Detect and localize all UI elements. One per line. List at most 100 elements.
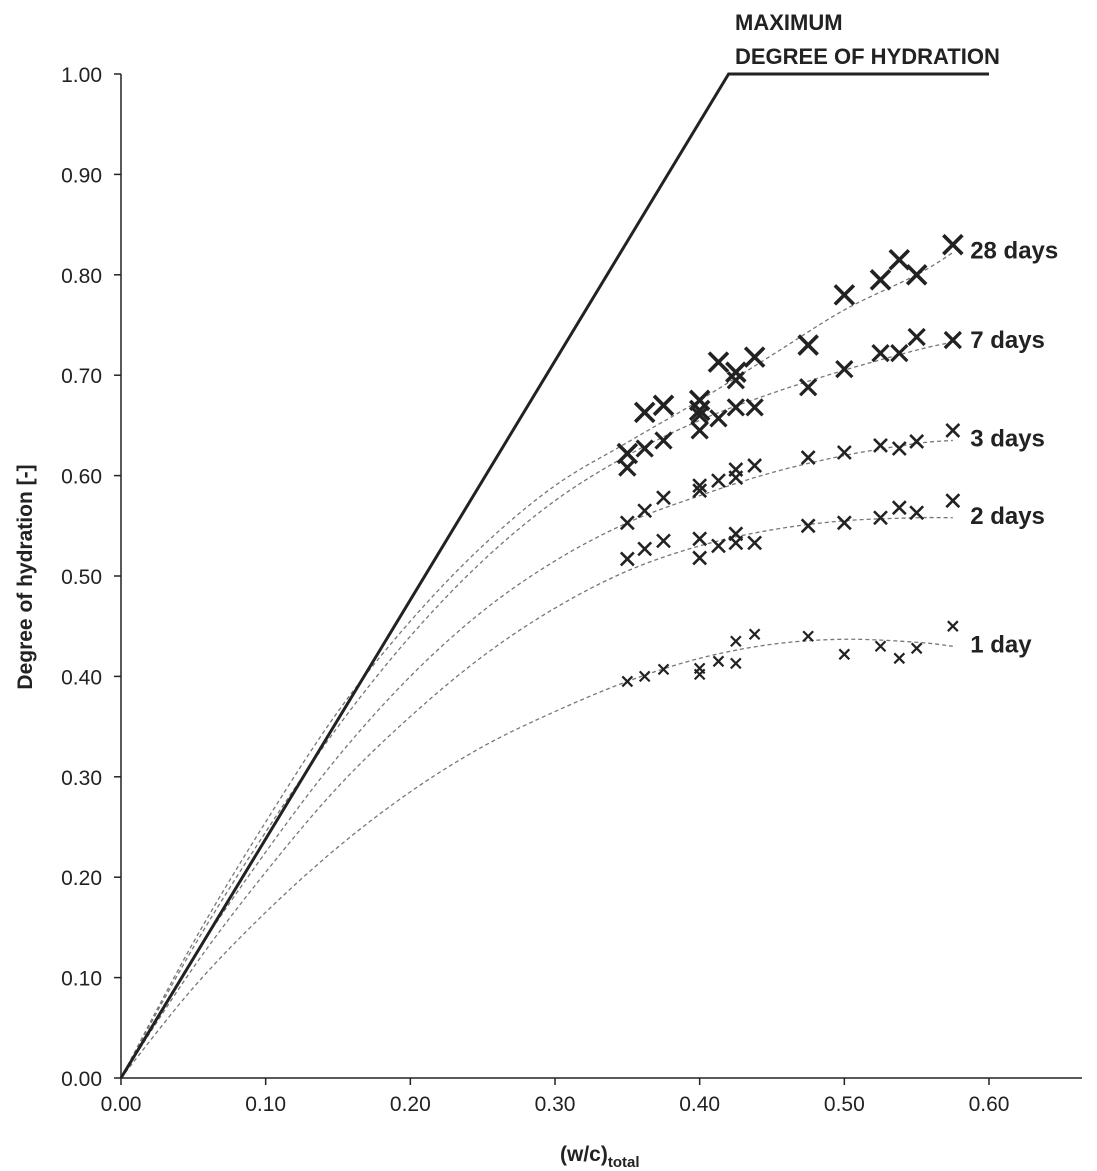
data-point	[945, 493, 961, 509]
y-tick-label: 0.90	[61, 164, 102, 187]
data-point	[619, 515, 635, 531]
data-point	[905, 264, 928, 286]
fit-curves	[120, 252, 954, 1079]
data-point	[654, 431, 673, 450]
x-axis-title-sub: total	[608, 1154, 640, 1171]
data-point	[619, 551, 635, 567]
data-point	[688, 389, 711, 412]
data-point	[656, 490, 671, 506]
axis-ticks: 0.00 0.10 0.20 0.30 0.40 0.50 0.60 0.00 0.10 0.20…	[61, 64, 1009, 1116]
x-tick-label: 0.30	[535, 1093, 576, 1116]
data-point	[747, 535, 763, 551]
data-point	[797, 334, 819, 356]
data-point	[838, 648, 851, 661]
data-point	[652, 394, 675, 417]
data-point	[657, 663, 670, 676]
data-point	[635, 439, 654, 458]
data-point	[743, 346, 766, 368]
data-markers	[616, 233, 964, 688]
max-hydration-polyline	[119, 72, 989, 1079]
data-point	[747, 458, 763, 473]
y-tick-label: 0.00	[61, 1068, 102, 1091]
data-point	[800, 518, 816, 534]
data-point	[616, 442, 639, 465]
data-point	[947, 620, 959, 632]
data-point	[907, 327, 926, 347]
data-point	[836, 445, 852, 460]
data-point	[618, 458, 637, 477]
x-axis-title: (w/c)total	[560, 1143, 640, 1171]
data-point	[692, 483, 708, 499]
data-point	[873, 438, 888, 453]
data-point	[692, 478, 708, 494]
data-point	[688, 399, 711, 422]
data-point	[890, 343, 909, 363]
data-point	[707, 351, 730, 373]
fit-curve	[120, 341, 953, 1079]
y-tick-label: 0.10	[61, 968, 102, 991]
x-tick-label: 0.60	[969, 1093, 1010, 1116]
data-point	[836, 515, 852, 531]
max-hydration-line	[119, 72, 989, 1079]
data-point	[748, 628, 761, 641]
data-point	[800, 450, 816, 465]
data-point	[943, 330, 962, 350]
y-tick-label: 0.20	[61, 867, 102, 890]
data-point	[726, 371, 745, 390]
data-point	[891, 500, 907, 516]
data-point	[633, 401, 656, 424]
data-point	[726, 398, 745, 417]
data-point	[711, 473, 726, 489]
data-point	[835, 360, 854, 379]
data-point	[833, 284, 856, 306]
series-label: 1 day	[970, 631, 1032, 658]
x-tick-label: 0.00	[101, 1093, 142, 1116]
series-label: 28 days	[970, 238, 1058, 265]
data-point	[711, 538, 726, 554]
data-point	[637, 503, 653, 519]
max-label-line2: DEGREE OF HYDRATION	[735, 44, 1000, 69]
data-point	[942, 233, 964, 256]
data-point	[874, 640, 887, 653]
data-point	[730, 635, 742, 648]
x-tick-label: 0.40	[679, 1093, 720, 1116]
data-point	[799, 378, 818, 397]
y-axis-title: Degree of hydration [-]	[14, 464, 37, 689]
data-point	[909, 505, 925, 521]
data-point	[893, 652, 906, 665]
data-point	[725, 361, 747, 383]
data-point	[891, 441, 907, 456]
data-point	[638, 670, 651, 683]
data-point	[888, 248, 911, 271]
data-point	[692, 550, 708, 566]
data-point	[693, 662, 706, 675]
data-point	[728, 462, 744, 477]
x-axis-title-main: (w/c)	[560, 1143, 608, 1166]
y-tick-label: 0.50	[61, 566, 102, 589]
series-labels: 1 day 2 days 3 days 7 days 28 days	[970, 238, 1058, 659]
series-label: 2 days	[970, 503, 1045, 530]
data-point	[869, 269, 892, 291]
y-tick-label: 0.30	[61, 767, 102, 790]
series-label: 7 days	[970, 327, 1045, 354]
data-point	[709, 409, 728, 428]
data-point	[945, 423, 961, 438]
y-tick-label: 0.70	[61, 365, 102, 388]
x-tick-label: 0.20	[390, 1093, 431, 1116]
axes	[120, 74, 1082, 1079]
fit-curve	[120, 638, 953, 1079]
y-tick-label: 1.00	[61, 64, 102, 87]
data-point	[871, 343, 890, 363]
data-point	[690, 421, 709, 440]
data-point	[745, 398, 764, 417]
data-point	[728, 526, 744, 542]
data-point	[802, 630, 814, 643]
data-point	[637, 541, 653, 557]
data-point	[910, 642, 923, 655]
fit-curve	[120, 252, 954, 1079]
x-tick-label: 0.50	[824, 1093, 865, 1116]
data-point	[690, 406, 709, 425]
data-point	[692, 531, 708, 547]
fit-curve	[120, 516, 953, 1079]
